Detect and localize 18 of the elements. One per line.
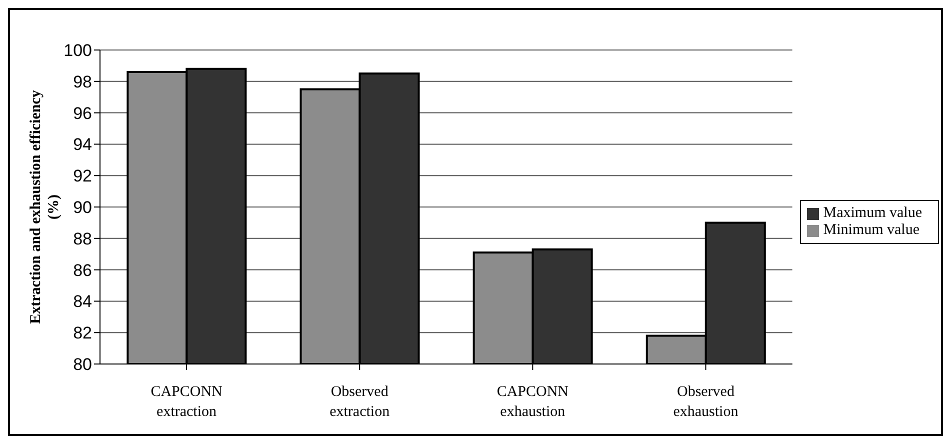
y-tick-label: 80 xyxy=(73,355,92,374)
y-tick-label: 100 xyxy=(64,41,92,60)
x-tick-label: CAPCONN extraction xyxy=(150,384,223,420)
y-tick-label: 94 xyxy=(73,135,92,154)
y-axis-title: Extraction and exhaustion efficiency (%) xyxy=(28,90,62,324)
y-tick-label: 88 xyxy=(73,229,92,248)
legend-label: Minimum value xyxy=(823,222,920,238)
x-tick-label: CAPCONN exhaustion xyxy=(496,384,569,420)
y-tick-label: 82 xyxy=(73,324,92,343)
y-tick-label: 90 xyxy=(73,198,92,218)
y-tick-label: 96 xyxy=(73,104,92,123)
legend-label: Maximum value xyxy=(823,205,922,221)
y-tick-label: 98 xyxy=(73,72,92,92)
y-tick-label: 86 xyxy=(73,260,92,280)
x-tick-label: Observed exhaustion xyxy=(673,384,739,420)
y-tick-label: 92 xyxy=(73,166,92,186)
y-tick-label: 84 xyxy=(73,292,92,312)
x-tick-label: Observed extraction xyxy=(330,384,390,420)
